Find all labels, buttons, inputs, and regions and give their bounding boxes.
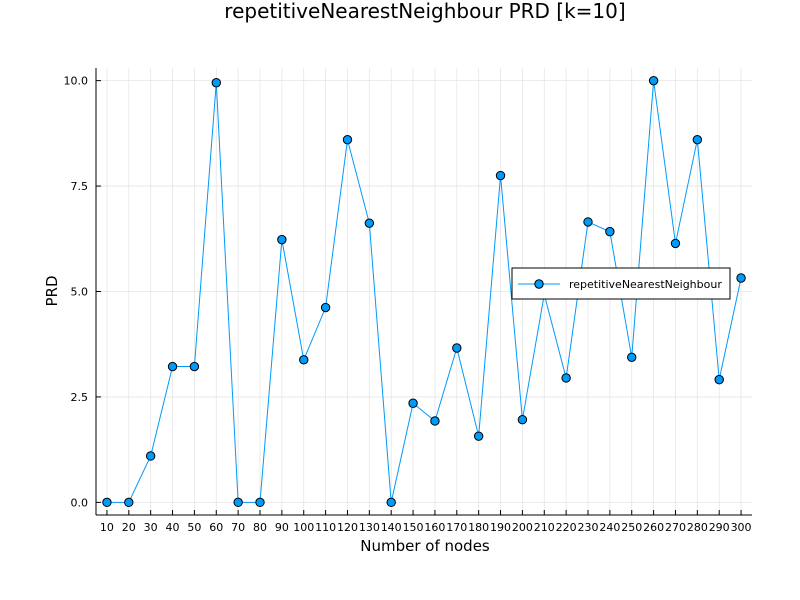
- data-point: [627, 352, 637, 362]
- x-tick-label: 290: [709, 521, 730, 534]
- x-tick-label: 150: [403, 521, 424, 534]
- data-point: [364, 218, 375, 228]
- x-tick-label: 300: [731, 521, 752, 534]
- data-point: [342, 134, 353, 145]
- x-tick-label: 70: [231, 521, 245, 534]
- data-point: [517, 414, 528, 425]
- y-axis-label: PRD: [43, 275, 61, 306]
- data-point: [189, 361, 200, 372]
- x-tick-label: 30: [144, 521, 158, 534]
- y-tick-label: 7.5: [71, 180, 89, 193]
- x-axis-label: Number of nodes: [360, 537, 490, 555]
- y-tick-label: 0.0: [71, 496, 89, 509]
- x-tick-label: 60: [209, 521, 223, 534]
- x-tick-label: 20: [122, 521, 136, 534]
- x-tick-label: 240: [599, 521, 620, 534]
- x-tick-label: 100: [293, 521, 314, 534]
- x-tick-label: 10: [100, 521, 114, 534]
- x-tick-label: 170: [446, 521, 467, 534]
- x-tick-label: 180: [468, 521, 489, 534]
- x-tick-label: 160: [424, 521, 445, 534]
- y-axis-ticks: 0.0 2.5 5.0 7.5 10.0: [64, 75, 101, 509]
- data-point: [605, 226, 615, 237]
- x-axis-ticks: 10 20 30 40 50 60 70 80 90 100 110 120 130 140 150 160 1…: [100, 510, 752, 534]
- data-point: [167, 361, 178, 372]
- x-tick-label: 80: [253, 521, 267, 534]
- y-tick-label: 2.5: [71, 391, 89, 404]
- x-tick-label: 90: [275, 521, 289, 534]
- data-point: [670, 238, 681, 249]
- data-point: [692, 134, 703, 145]
- data-point: [233, 497, 243, 508]
- x-tick-label: 110: [315, 521, 336, 534]
- data-point: [211, 78, 221, 88]
- data-point: [320, 302, 331, 313]
- data-point: [408, 398, 418, 408]
- data-point: [386, 497, 396, 508]
- data-point: [255, 497, 265, 508]
- legend-label: repetitiveNearestNeighbour: [569, 278, 722, 291]
- x-tick-label: 40: [166, 521, 180, 534]
- data-point: [561, 373, 571, 383]
- data-point: [452, 343, 462, 353]
- chart-title: repetitiveNearestNeighbour PRD [k=10]: [224, 0, 625, 23]
- legend-marker: [534, 279, 544, 289]
- data-point: [583, 217, 593, 227]
- x-tick-label: 280: [687, 521, 708, 534]
- data-point: [714, 374, 724, 385]
- data-point: [102, 497, 112, 508]
- x-tick-label: 190: [490, 521, 511, 534]
- data-point: [473, 431, 484, 441]
- x-tick-label: 260: [643, 521, 664, 534]
- x-tick-label: 50: [187, 521, 201, 534]
- x-tick-label: 270: [665, 521, 686, 534]
- x-tick-label: 200: [512, 521, 533, 534]
- x-tick-label: 210: [534, 521, 555, 534]
- data-point: [495, 170, 506, 181]
- data-point: [648, 75, 659, 86]
- data-point: [430, 416, 440, 426]
- series-line: [106, 80, 742, 503]
- x-tick-label: 120: [337, 521, 358, 534]
- x-tick-label: 130: [359, 521, 380, 534]
- legend: repetitiveNearestNeighbour: [511, 267, 731, 300]
- data-point: [736, 273, 746, 283]
- data-point: [145, 451, 156, 461]
- x-tick-label: 220: [556, 521, 577, 534]
- data-point: [277, 234, 287, 245]
- data-point: [124, 497, 134, 508]
- series-layer: [102, 75, 746, 508]
- y-tick-label: 5.0: [71, 286, 89, 299]
- x-tick-label: 250: [621, 521, 642, 534]
- y-tick-label: 10.0: [64, 75, 89, 88]
- data-point: [299, 355, 309, 365]
- x-tick-label: 140: [381, 521, 402, 534]
- x-tick-label: 230: [578, 521, 599, 534]
